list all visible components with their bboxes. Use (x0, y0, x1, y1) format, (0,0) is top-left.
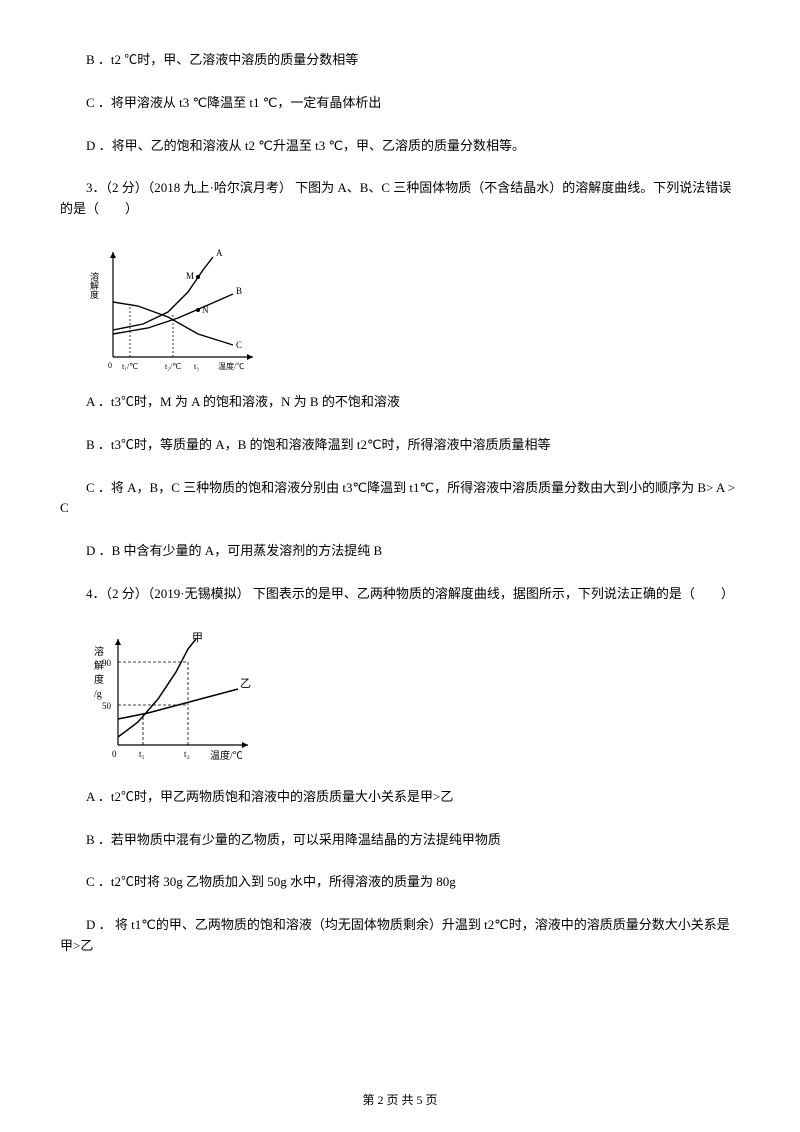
svg-text:t₂: t₂ (184, 749, 190, 759)
q3-stem: 3．（2 分）（2018 九上·哈尔滨月考） 下图为 A、B、C 三种固体物质（… (60, 178, 740, 220)
q4-option-b: B ．若甲物质中混有少量的乙物质，可以采用降温结晶的方法提纯甲物质 (60, 830, 740, 851)
svg-text:溶解度: 溶解度 (89, 271, 99, 300)
svg-text:/g: /g (94, 689, 102, 700)
svg-text:温度/℃: 温度/℃ (218, 361, 244, 371)
svg-text:C: C (236, 340, 242, 350)
svg-text:0: 0 (112, 749, 117, 759)
q4-option-d: D ． 将 t1℃的甲、乙两物质的饱和溶液（均无固体物质剩余）升温到 t2℃时，… (60, 915, 740, 957)
svg-text:甲: 甲 (192, 632, 203, 644)
svg-text:50: 50 (102, 701, 112, 711)
q-prev-option-c: C ．将甲溶液从 t3 ℃降温至 t1 ℃，一定有晶体析出 (60, 93, 740, 114)
q4-option-c: C ．t2℃时将 30g 乙物质加入到 50g 水中，所得溶液的质量为 80g (60, 872, 740, 893)
svg-text:t₂/℃: t₂/℃ (165, 362, 181, 371)
q3-chart: A B C M N 溶解度 0 t₁/℃ t₂/℃ t₃ 温度/℃ (88, 242, 740, 372)
svg-text:乙: 乙 (240, 677, 251, 690)
svg-text:N: N (202, 305, 209, 315)
q3-option-a: A ．t3℃时，M 为 A 的饱和溶液，N 为 B 的不饱和溶液 (60, 392, 740, 413)
svg-text:温度/℃: 温度/℃ (210, 749, 243, 762)
svg-text:90: 90 (102, 658, 112, 668)
svg-text:B: B (236, 286, 242, 296)
svg-text:t₁/℃: t₁/℃ (122, 362, 138, 371)
q-prev-option-b: B ．t2 ℃时，甲、乙溶液中溶质的质量分数相等 (60, 50, 740, 71)
svg-text:溶: 溶 (94, 645, 104, 658)
svg-text:度: 度 (94, 673, 104, 686)
svg-text:t₃: t₃ (194, 362, 199, 371)
q4-stem: 4．（2 分）（2019·无锡模拟） 下图表示的是甲、乙两种物质的溶解度曲线，据… (60, 584, 740, 605)
q3-option-b: B ．t3℃时，等质量的 A，B 的饱和溶液降温到 t2℃时，所得溶液中溶质质量… (60, 435, 740, 456)
q4-chart: 溶解度/g90500t₁t₂温度/℃甲乙 (88, 627, 740, 767)
q-prev-option-d: D ．将甲、乙的饱和溶液从 t2 ℃升温至 t3 ℃，甲、乙溶质的质量分数相等。 (60, 136, 740, 157)
svg-text:t₁: t₁ (139, 749, 145, 759)
q3-option-c: C ．将 A，B，C 三种物质的饱和溶液分别由 t3℃降温到 t1℃，所得溶液中… (60, 478, 740, 520)
svg-text:M: M (186, 271, 194, 281)
svg-text:0: 0 (108, 361, 112, 370)
q3-option-d: D ．B 中含有少量的 A，可用蒸发溶剂的方法提纯 B (60, 541, 740, 562)
q4-option-a: A ．t2℃时，甲乙两物质饱和溶液中的溶质质量大小关系是甲>乙 (60, 787, 740, 808)
page-footer: 第 2 页 共 5 页 (0, 1091, 800, 1110)
svg-text:A: A (216, 248, 223, 258)
